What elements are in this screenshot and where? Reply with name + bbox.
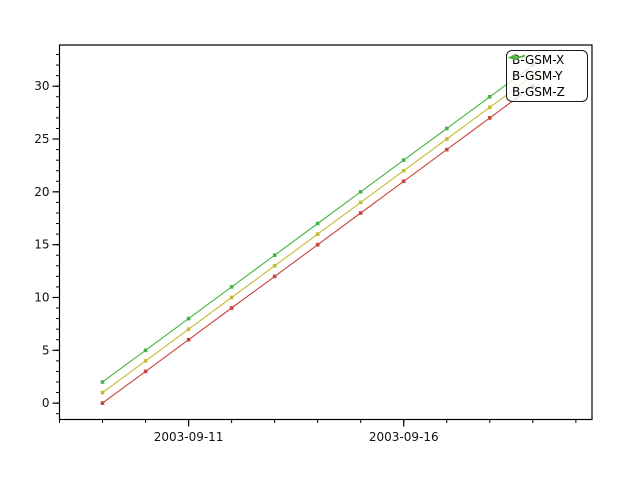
data-point-marker: [272, 274, 277, 279]
legend: B-GSM-X B-GSM-Y B-GSM-Z: [506, 50, 588, 102]
data-point-marker: [229, 306, 234, 310]
y-tick-label: 25: [34, 132, 49, 146]
y-tick-label: 20: [34, 185, 49, 199]
y-tick-label: 10: [34, 290, 49, 304]
y-tick-label: 0: [42, 396, 50, 410]
data-point-marker: [401, 179, 406, 184]
y-tick-label: 5: [42, 343, 50, 357]
data-point-marker: [401, 158, 406, 162]
legend-label: B-GSM-Y: [512, 69, 563, 83]
data-point-marker: [445, 137, 449, 141]
line-arrow-key-icon: [508, 53, 526, 61]
data-point-marker: [315, 242, 320, 247]
data-point-marker: [186, 327, 191, 331]
data-point-marker: [315, 232, 320, 236]
data-point-marker: [488, 105, 492, 110]
legend-item-bgsmy: B-GSM-Y: [508, 53, 587, 84]
data-point-marker: [488, 116, 492, 120]
data-point-marker: [358, 190, 363, 194]
y-tick-label: 30: [34, 79, 49, 93]
data-point-marker: [488, 95, 492, 99]
data-point-marker: [358, 211, 363, 215]
data-point-marker: [358, 200, 363, 205]
data-point-marker: [272, 264, 277, 268]
data-point-marker: [186, 337, 191, 342]
data-point-marker: [100, 390, 105, 395]
data-point-marker: [445, 147, 449, 152]
data-point-marker: [100, 401, 105, 405]
data-point-marker: [272, 253, 277, 257]
data-point-marker: [143, 369, 148, 374]
data-point-marker: [229, 285, 234, 289]
x-tick-label: 2003-09-11: [154, 430, 224, 444]
data-point-marker: [186, 316, 191, 321]
data-point-marker: [143, 359, 148, 363]
legend-label: B-GSM-X: [512, 53, 565, 68]
data-point-marker: [229, 295, 234, 300]
x-tick-label: 2003-09-16: [369, 430, 439, 444]
data-point-marker: [315, 221, 320, 226]
data-point-marker: [143, 348, 148, 353]
plot-box: [58, 44, 593, 421]
data-point-marker: [445, 126, 449, 131]
y-tick-label: 15: [34, 238, 49, 252]
legend-label: B-GSM-Z: [512, 84, 565, 99]
data-point-marker: [401, 168, 406, 173]
legend-item-bgsmz: B-GSM-Z: [508, 53, 587, 99]
data-point-marker: [100, 380, 105, 384]
